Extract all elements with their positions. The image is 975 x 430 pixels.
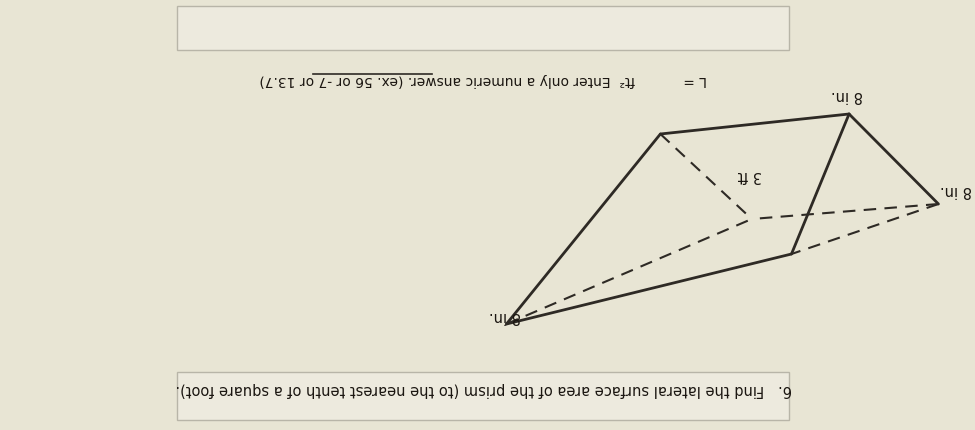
Text: L =           ft²  Enter only a numeric answer. (ex. 56 or -7 or 13.7): L = ft² Enter only a numeric answer. (ex… [259, 73, 708, 87]
Text: 8 in.: 8 in. [488, 308, 521, 323]
FancyBboxPatch shape [176, 372, 790, 420]
Text: 8 in.: 8 in. [831, 87, 863, 102]
FancyBboxPatch shape [176, 7, 790, 51]
Text: 8 in.: 8 in. [940, 182, 972, 197]
Text: 3 ft: 3 ft [737, 167, 761, 182]
Text: 6.   Find the lateral surface area of the prism (to the nearest tenth of a squar: 6. Find the lateral surface area of the … [176, 381, 792, 396]
